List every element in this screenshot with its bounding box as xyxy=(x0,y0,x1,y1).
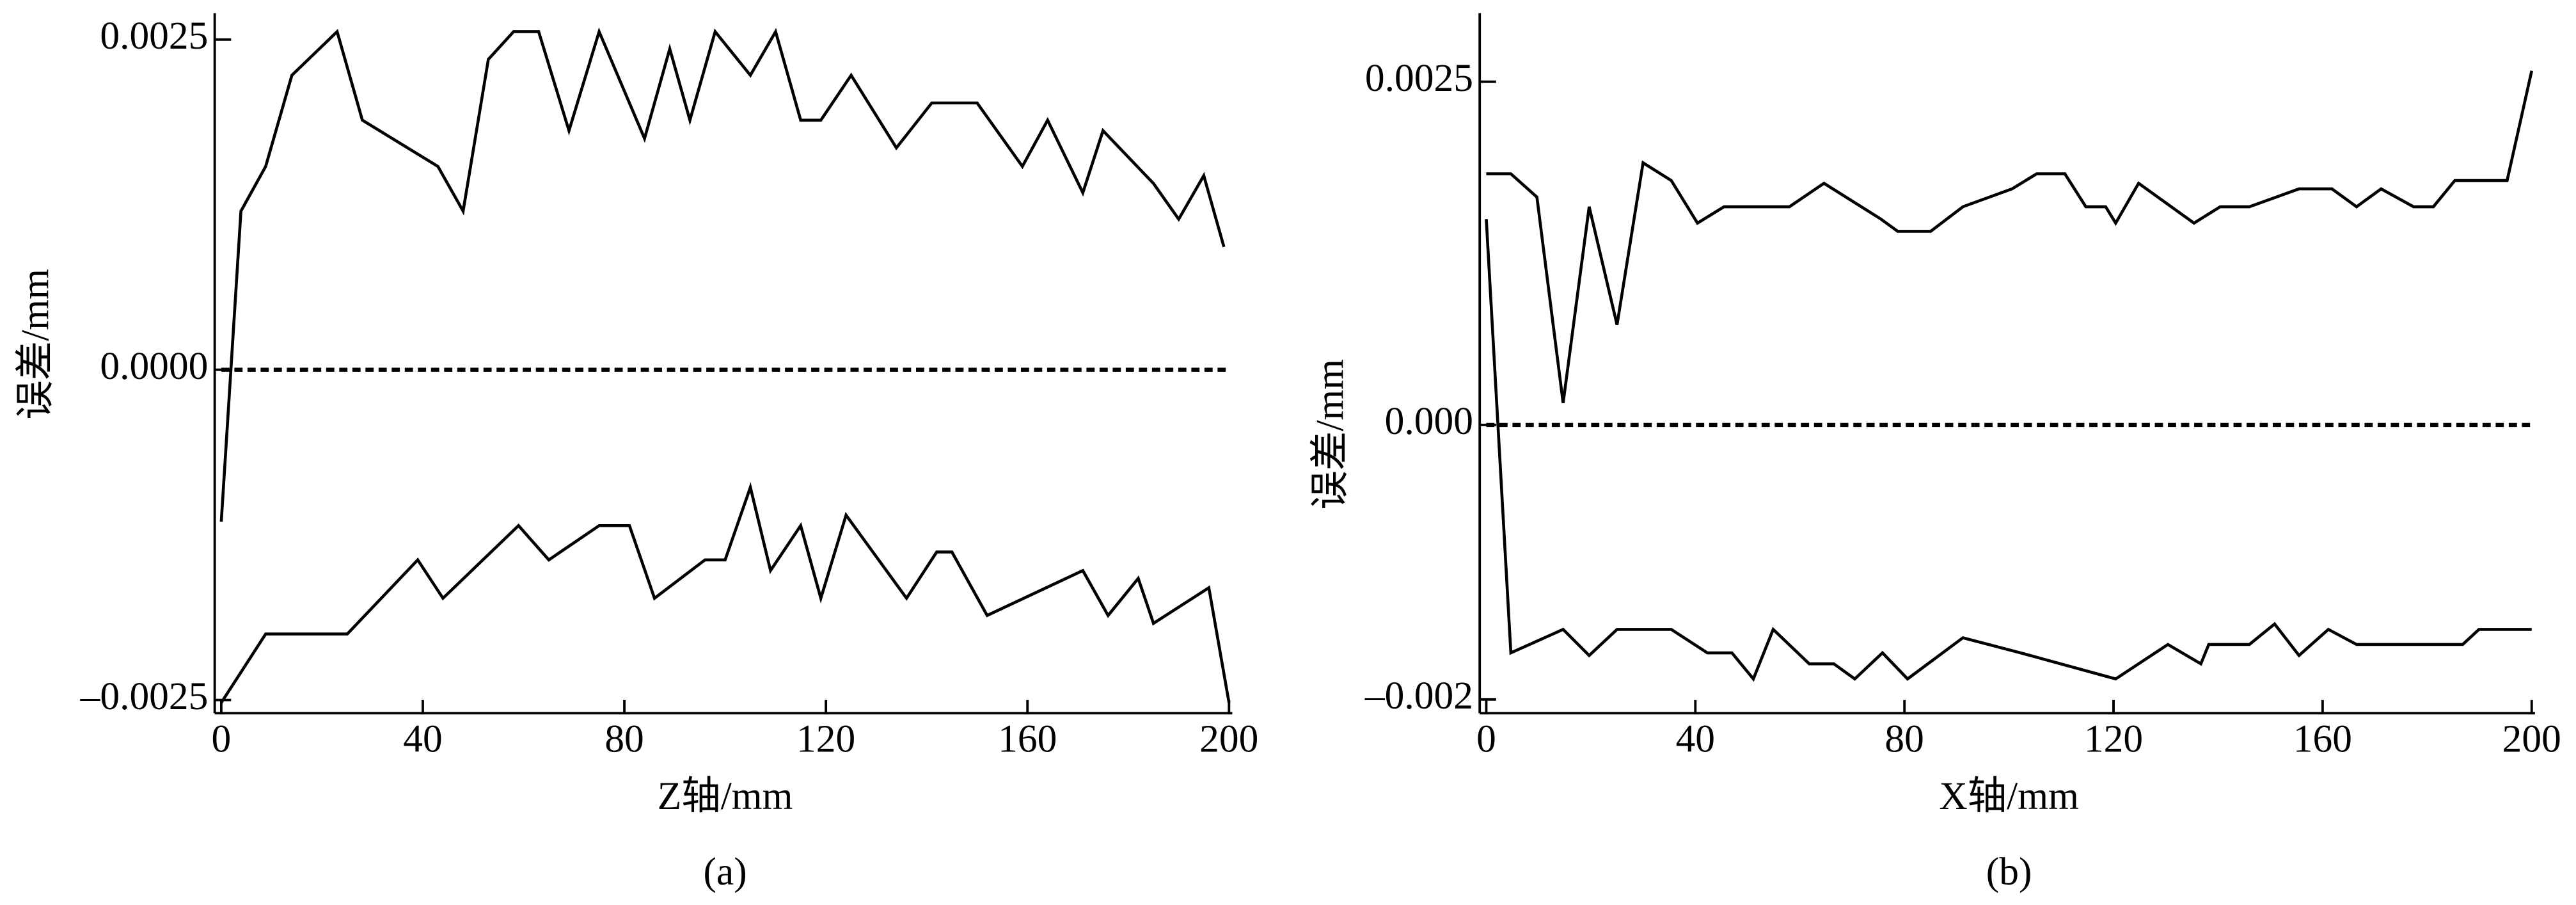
data-line xyxy=(1485,219,2532,682)
y-tick-label: –0.0025 xyxy=(80,675,209,718)
x-tick-label: 200 xyxy=(1199,717,1258,761)
x-axis-label: Z轴/mm xyxy=(658,774,793,818)
x-tick-label: 160 xyxy=(2293,717,2352,761)
data-line xyxy=(219,482,1231,704)
y-tick-label: 0.0025 xyxy=(100,14,208,58)
x-axis-label: X轴/mm xyxy=(1939,774,2079,818)
panel-caption: (a) xyxy=(703,850,747,893)
x-tick-label: 200 xyxy=(2502,717,2561,761)
panel-caption: (b) xyxy=(1986,850,2032,893)
x-tick-label: 40 xyxy=(1676,717,1715,761)
data-line xyxy=(219,27,1226,522)
y-tick-label: 0.000 xyxy=(1385,399,1473,443)
x-tick-label: 160 xyxy=(998,717,1057,761)
x-tick-label: 0 xyxy=(212,717,232,761)
y-axis-label: 误差/mm xyxy=(14,269,58,420)
data-line xyxy=(1486,70,2533,403)
x-tick-label: 80 xyxy=(604,717,644,761)
x-tick-label: 80 xyxy=(1885,717,1924,761)
x-tick-label: 120 xyxy=(2084,717,2143,761)
x-tick-label: 0 xyxy=(1476,717,1496,761)
y-axis-label: 误差/mm xyxy=(1308,359,1352,510)
y-tick-label: 0.0000 xyxy=(100,344,208,388)
y-tick-label: 0.0025 xyxy=(1365,56,1473,100)
x-tick-label: 40 xyxy=(403,717,442,761)
y-tick-label: –0.002 xyxy=(1364,674,1473,717)
x-tick-label: 120 xyxy=(796,717,855,761)
